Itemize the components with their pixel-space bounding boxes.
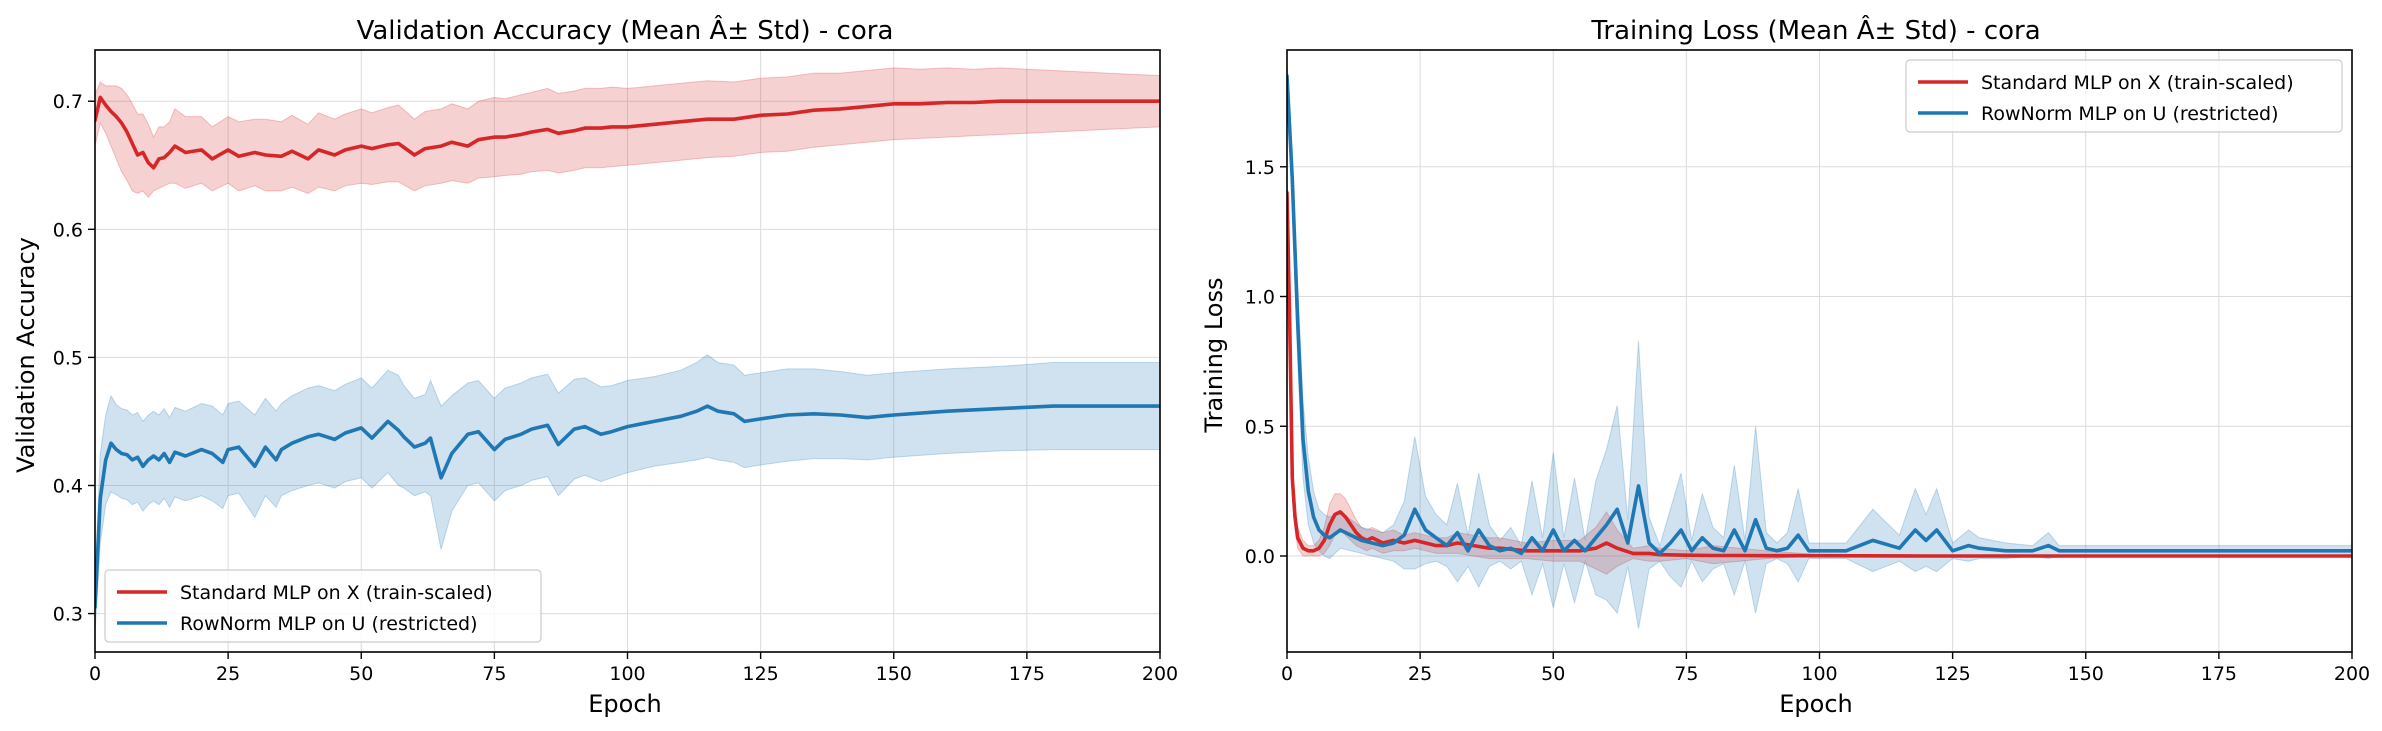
y-tick-label: 0.0 [1245,546,1275,568]
x-tick-label: 125 [742,663,778,685]
training-loss-panel: Training Loss (Mean Â± Std) - cora Epoch… [1200,14,2370,718]
x-axis-label: Epoch [1779,690,1853,718]
y-tick-label: 0.5 [1245,416,1275,438]
y-tick-label: 0.6 [53,219,83,241]
x-tick-label: 150 [2068,663,2104,685]
x-tick-label: 75 [1674,663,1698,685]
std-band-1 [95,354,1160,633]
x-tick-label: 50 [349,663,373,685]
series-group [1287,62,2352,629]
std-band-1 [1287,62,2352,629]
x-tick-label: 50 [1541,663,1565,685]
y-axis-label: Training Loss [1200,278,1228,434]
y-tick-label: 1.5 [1245,157,1275,179]
y-tick-label: 1.0 [1245,287,1275,309]
x-tick-label: 0 [89,663,101,685]
x-tick-label: 100 [609,663,645,685]
y-tick-label: 0.5 [53,347,83,369]
series-line-1 [1287,74,2352,556]
x-tick-label: 200 [2334,663,2370,685]
legend: Standard MLP on X (train-scaled) RowNorm … [1905,59,2343,133]
y-tick-label: 0.7 [53,91,83,113]
x-tick-label: 150 [876,663,912,685]
x-tick-label: 125 [1934,663,1970,685]
x-tick-label: 25 [216,663,240,685]
series-group [95,67,1160,633]
x-tick-label: 100 [1801,663,1837,685]
x-axis-label: Epoch [588,690,662,718]
legend-frame [104,569,542,643]
x-tick-label: 0 [1281,663,1293,685]
legend-label-1: RowNorm MLP on U (restricted) [180,613,478,635]
chart-title: Training Loss (Mean Â± Std) - cora [1590,14,2040,46]
legend-label-1: RowNorm MLP on U (restricted) [1981,103,2279,125]
series-line-0 [95,95,1160,170]
x-tick-label: 75 [482,663,506,685]
x-tick-label: 175 [1009,663,1045,685]
y-axis-label: Validation Accuracy [12,237,40,473]
x-tick-label: 175 [2201,663,2237,685]
x-tick-label: 25 [1408,663,1432,685]
validation-accuracy-panel: Validation Accuracy (Mean Â± Std) - cora… [12,14,1178,718]
legend-label-0: Standard MLP on X (train-scaled) [1981,72,2294,94]
std-band-0 [95,67,1160,199]
legend-label-0: Standard MLP on X (train-scaled) [180,582,493,604]
y-tick-label: 0.3 [53,604,83,626]
chart-title: Validation Accuracy (Mean Â± Std) - cora [357,14,894,46]
series-line-0 [1287,190,2352,558]
x-tick-label: 200 [1142,663,1178,685]
legend-frame [1905,59,2343,133]
y-tick-label: 0.4 [53,475,83,497]
legend: Standard MLP on X (train-scaled) RowNorm … [104,569,542,643]
series-line-1 [95,404,1160,610]
